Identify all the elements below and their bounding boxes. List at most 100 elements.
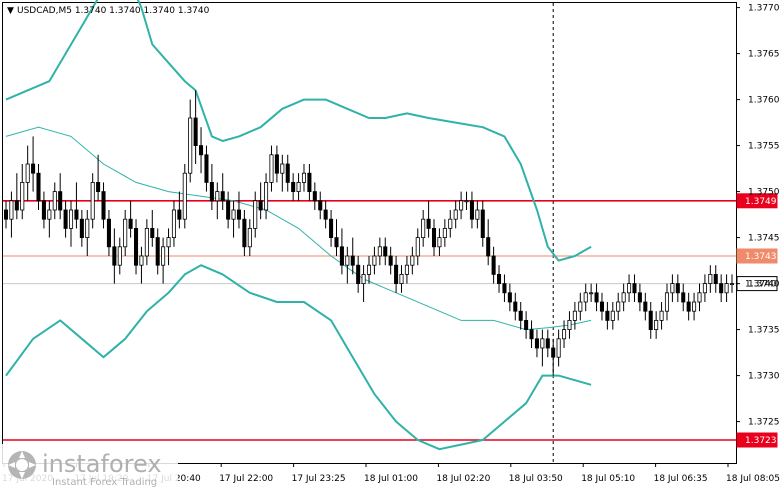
candle-body [291,181,296,192]
candle [3,200,9,229]
candle-body [453,209,458,220]
candle-body [410,255,415,266]
candle [182,164,187,229]
candle [334,219,339,256]
candle [350,237,355,275]
candle-body [171,209,176,239]
candle [68,200,74,247]
candle [14,173,19,220]
candle [383,237,388,266]
candle-body [139,255,144,266]
candle [567,311,572,339]
candle-body [161,246,166,266]
candle [101,182,106,229]
candle [394,256,399,293]
candle-body [621,292,626,303]
candle-body [524,319,529,330]
candle [58,173,63,220]
candle-body [193,117,198,147]
candle-body [659,310,664,321]
candle-body [123,218,128,248]
candle-body [188,117,193,174]
candle-body [627,283,632,294]
candle-body [366,264,372,275]
candle-body [648,310,653,331]
level-badge-1.3723 [736,432,778,448]
candle-body [637,292,642,303]
candle [459,191,464,220]
candle-body [708,273,713,284]
candle-body [150,227,155,238]
candle-body [350,255,355,266]
candle-body [404,264,409,275]
candle [719,274,724,302]
candle [361,265,366,302]
candle [475,200,480,229]
candle [388,246,393,275]
candle [681,283,686,312]
candle-body [106,218,111,248]
candle-body [372,255,377,266]
candle-body [258,200,263,211]
candle-body [643,301,648,312]
candle [437,228,442,256]
instaforex-logo: instaforex Instant Forex Trading [2,444,178,488]
candle-body [14,200,19,211]
candle [9,191,14,238]
candle-body [96,181,101,192]
candle [220,173,225,210]
candle [442,219,447,247]
candle-body [301,172,307,183]
candle [150,210,155,247]
candle-body [285,163,290,183]
candle [610,302,615,330]
candle [431,219,437,256]
y-tick-label: 1.3765 [748,50,780,60]
candle [686,292,691,321]
x-tick-label: 18 Jul 05:10 [581,474,635,484]
candle-body [507,292,512,303]
candle-body [247,227,252,248]
candle-body [616,301,621,312]
candle [264,173,269,220]
candle-body [264,181,269,211]
candle [274,145,279,183]
candle [502,274,507,302]
candle-body [85,218,90,238]
candle [529,320,534,348]
candle [242,210,247,256]
candle [74,182,79,229]
candle [480,200,485,247]
candle [226,191,231,229]
candle [236,191,241,229]
candle-body [415,237,420,257]
chevron-down-icon[interactable]: ▼ [7,6,14,16]
x-tick-label: 18 Jul 03:50 [509,474,563,484]
candle-body [231,209,236,220]
candle-body [90,181,95,220]
candle-body [215,191,220,202]
candle-body [713,273,718,284]
candle [507,283,512,312]
y-tick-label: 1.3725 [748,418,780,428]
candle [269,145,274,192]
candle-body [719,283,724,294]
candle-body [469,200,474,220]
candle-body [448,218,453,229]
candle-body [572,310,577,321]
y-tick-label: 1.3760 [748,96,780,106]
candle-body [529,329,534,340]
candle-body [421,218,426,238]
candle [534,329,539,358]
candle-body [128,218,133,229]
candle [177,191,182,229]
candle [123,210,128,256]
candle [713,265,718,293]
candle [25,145,30,201]
candle-body [724,283,729,294]
candle [291,173,296,201]
candle-body [9,200,14,220]
candle [702,274,707,302]
candle-body [226,200,231,220]
